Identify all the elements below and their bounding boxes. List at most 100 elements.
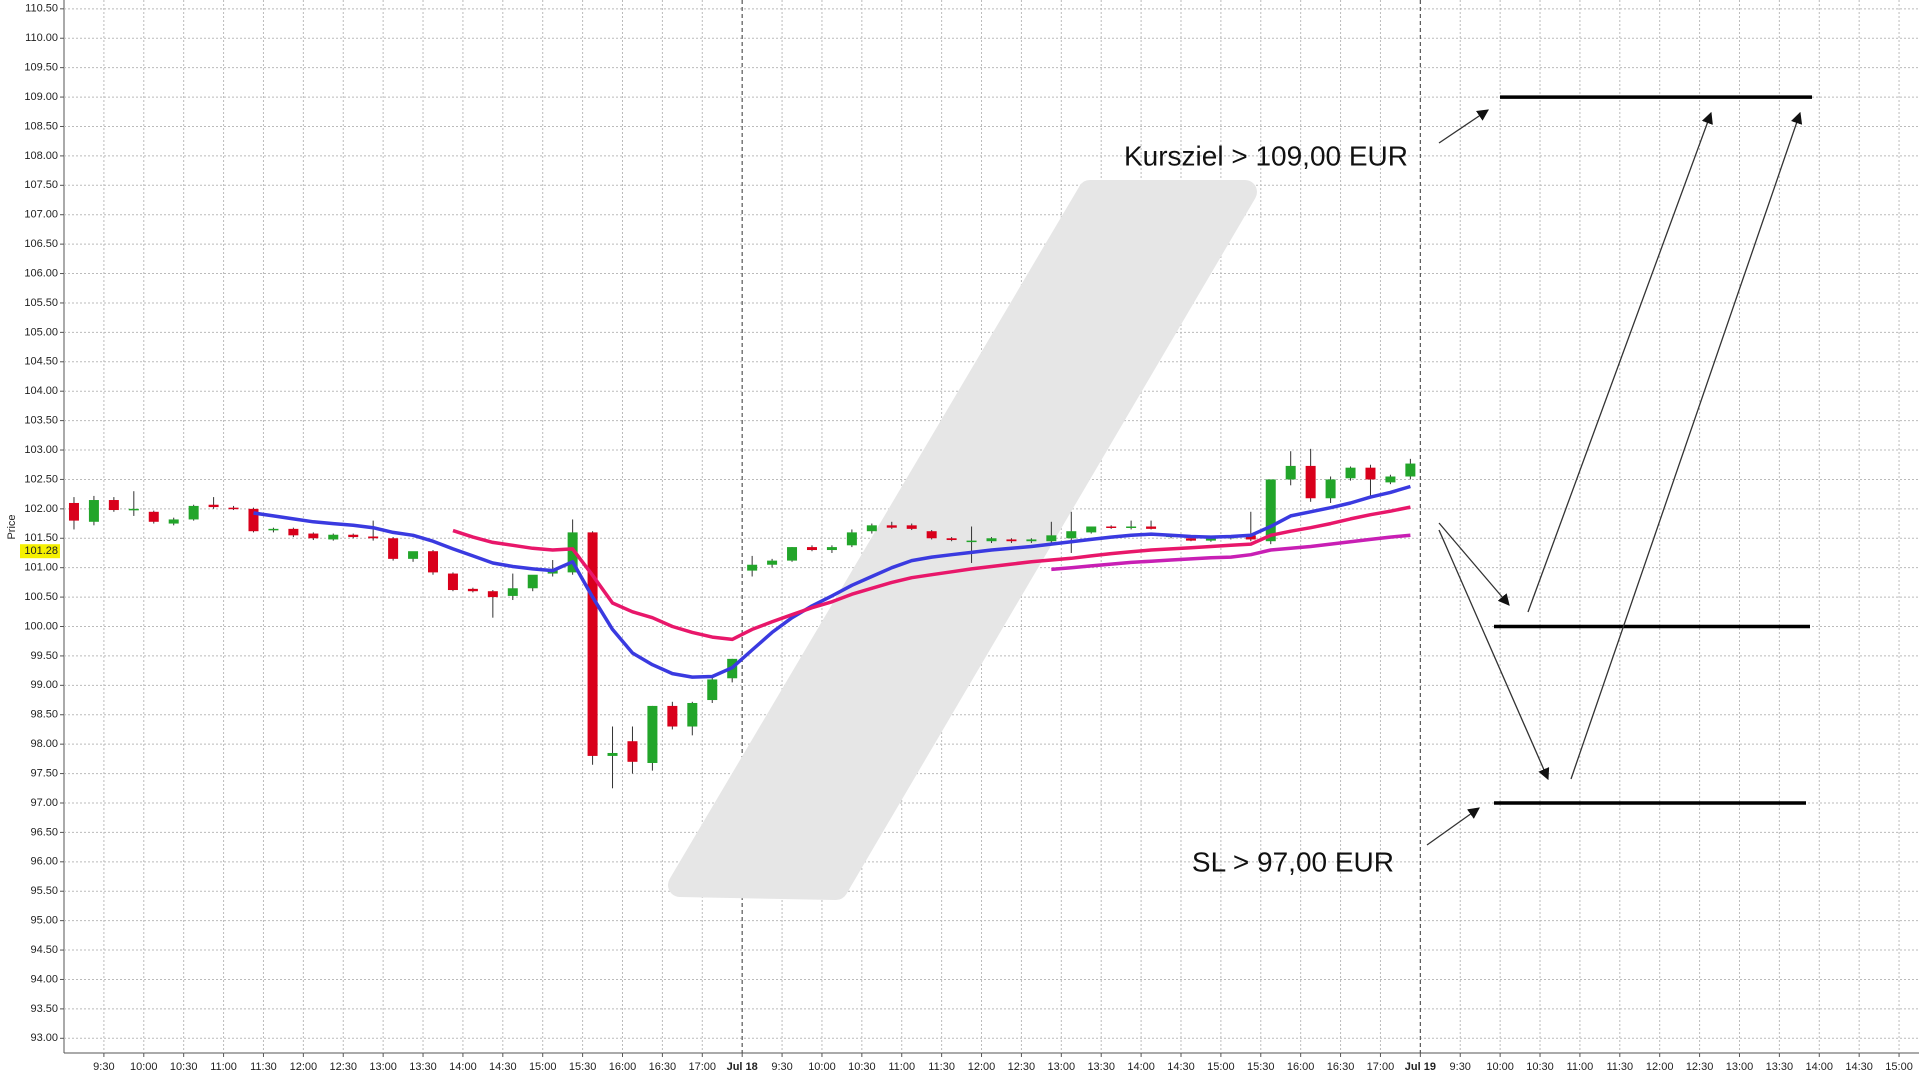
x-tick-label: 15:30 <box>569 1061 597 1073</box>
y-tick-label: 102.50 <box>24 473 58 485</box>
candle-body <box>188 505 199 520</box>
candle-body <box>1146 526 1157 529</box>
x-tick-label: 14:00 <box>1806 1061 1834 1073</box>
y-tick-label: 107.00 <box>24 209 58 221</box>
arrow <box>1570 111 1803 780</box>
x-tick-label: 10:30 <box>848 1061 876 1073</box>
y-tick-label: 105.00 <box>24 326 58 338</box>
candle-body <box>308 533 319 539</box>
y-tick-label: 106.50 <box>24 238 58 250</box>
candle-body <box>447 573 458 591</box>
candle-body <box>1265 479 1276 542</box>
candle-body <box>707 679 718 701</box>
y-tick-label: 95.50 <box>30 885 58 897</box>
candle-body <box>388 538 399 559</box>
x-tick-label: 13:30 <box>1087 1061 1115 1073</box>
candle-body <box>368 536 379 539</box>
y-tick-label: 100.50 <box>24 591 58 603</box>
x-tick-label: Jul 18 <box>727 1061 758 1073</box>
candle-body <box>68 502 79 521</box>
last-price-box <box>20 544 60 559</box>
y-tick-label: 94.00 <box>30 973 58 985</box>
candle-body <box>1026 539 1037 542</box>
candle-body <box>886 525 897 528</box>
candle-body <box>1106 526 1117 528</box>
x-tick-label: 11:00 <box>888 1061 915 1073</box>
candle-body <box>587 532 598 756</box>
candle-body <box>687 702 698 727</box>
candle-body <box>1405 463 1416 477</box>
x-tick-label: 12:00 <box>968 1061 996 1073</box>
candle-body <box>667 705 678 727</box>
candle-body <box>487 591 498 598</box>
y-tick-label: 104.50 <box>24 356 58 368</box>
x-tick-label: 9:30 <box>1450 1061 1471 1073</box>
y-tick-label: 97.00 <box>30 797 58 809</box>
candle-body <box>527 574 538 589</box>
x-tick-label: 11:00 <box>210 1061 237 1073</box>
target-annotation: Kursziel > 109,00 EUR <box>1124 140 1408 171</box>
candle-body <box>946 538 957 541</box>
x-tick-label: 12:30 <box>329 1061 357 1073</box>
y-tick-label: 102.00 <box>24 503 58 515</box>
arrow <box>1438 109 1489 144</box>
y-tick-label: 95.00 <box>30 915 58 927</box>
y-tick-label: 96.00 <box>30 856 58 868</box>
y-tick-label: 99.00 <box>30 679 58 691</box>
x-tick-label: 16:00 <box>609 1061 637 1073</box>
candle-body <box>906 525 917 529</box>
candle-body <box>1126 526 1137 528</box>
x-tick-label: 12:00 <box>290 1061 318 1073</box>
candle-body <box>866 525 877 532</box>
trend-channel <box>668 180 1257 900</box>
x-tick-label: 16:30 <box>1327 1061 1355 1073</box>
candle-body <box>747 564 758 571</box>
y-tick-label: 94.50 <box>30 944 58 956</box>
candle-body <box>228 507 239 510</box>
y-tick-label: 104.00 <box>24 385 58 397</box>
candle-body <box>348 534 359 538</box>
x-tick-label: 9:30 <box>93 1061 114 1073</box>
x-tick-label: 10:00 <box>130 1061 158 1073</box>
candle-body <box>826 547 837 551</box>
y-tick-label: 110.00 <box>25 32 58 44</box>
x-tick-label: 14:30 <box>1845 1061 1873 1073</box>
x-tick-label: 11:30 <box>928 1061 955 1073</box>
candle-body <box>148 511 159 522</box>
grid: 93.00 93.50 94.00 94.50 95.00 95.50 96.00 96.50… <box>24 0 1919 1073</box>
candle-body <box>507 588 518 596</box>
x-tick-label: 12:00 <box>1646 1061 1674 1073</box>
y-tick-label: 101.50 <box>24 532 58 544</box>
candle-body <box>428 551 439 573</box>
y-tick-label: 103.50 <box>24 415 58 427</box>
arrow <box>1438 522 1510 606</box>
y-tick-label: 108.50 <box>24 120 58 132</box>
x-tick-label: 13:30 <box>1766 1061 1794 1073</box>
y-tick-label: 99.50 <box>30 650 58 662</box>
y-tick-label: 109.00 <box>24 91 58 103</box>
x-tick-label: 12:30 <box>1008 1061 1036 1073</box>
x-tick-label: 10:30 <box>1526 1061 1554 1073</box>
candle-body <box>806 547 817 551</box>
stop-loss-annotation: SL > 97,00 EUR <box>1192 846 1394 877</box>
candle-body <box>248 508 259 532</box>
x-tick-label: 15:00 <box>529 1061 557 1073</box>
candle-body <box>1006 539 1017 542</box>
candle-body <box>986 538 997 542</box>
candle-body <box>966 540 977 543</box>
y-tick-label: 93.50 <box>30 1003 58 1015</box>
candle-body <box>88 500 99 522</box>
y-tick-label: 98.00 <box>30 738 58 750</box>
x-tick-label: 14:30 <box>489 1061 517 1073</box>
candle-body <box>1365 467 1376 480</box>
arrows <box>1426 109 1803 846</box>
candle-body <box>1285 465 1296 480</box>
x-tick-label: 11:00 <box>1567 1061 1594 1073</box>
candle-body <box>767 560 778 565</box>
candle-body <box>1046 535 1057 542</box>
x-tick-label: 13:00 <box>369 1061 397 1073</box>
x-tick-label: 13:00 <box>1048 1061 1076 1073</box>
x-tick-label: Jul 19 <box>1405 1061 1436 1073</box>
y-tick-label: 106.00 <box>24 267 58 279</box>
candle-body <box>467 588 478 592</box>
